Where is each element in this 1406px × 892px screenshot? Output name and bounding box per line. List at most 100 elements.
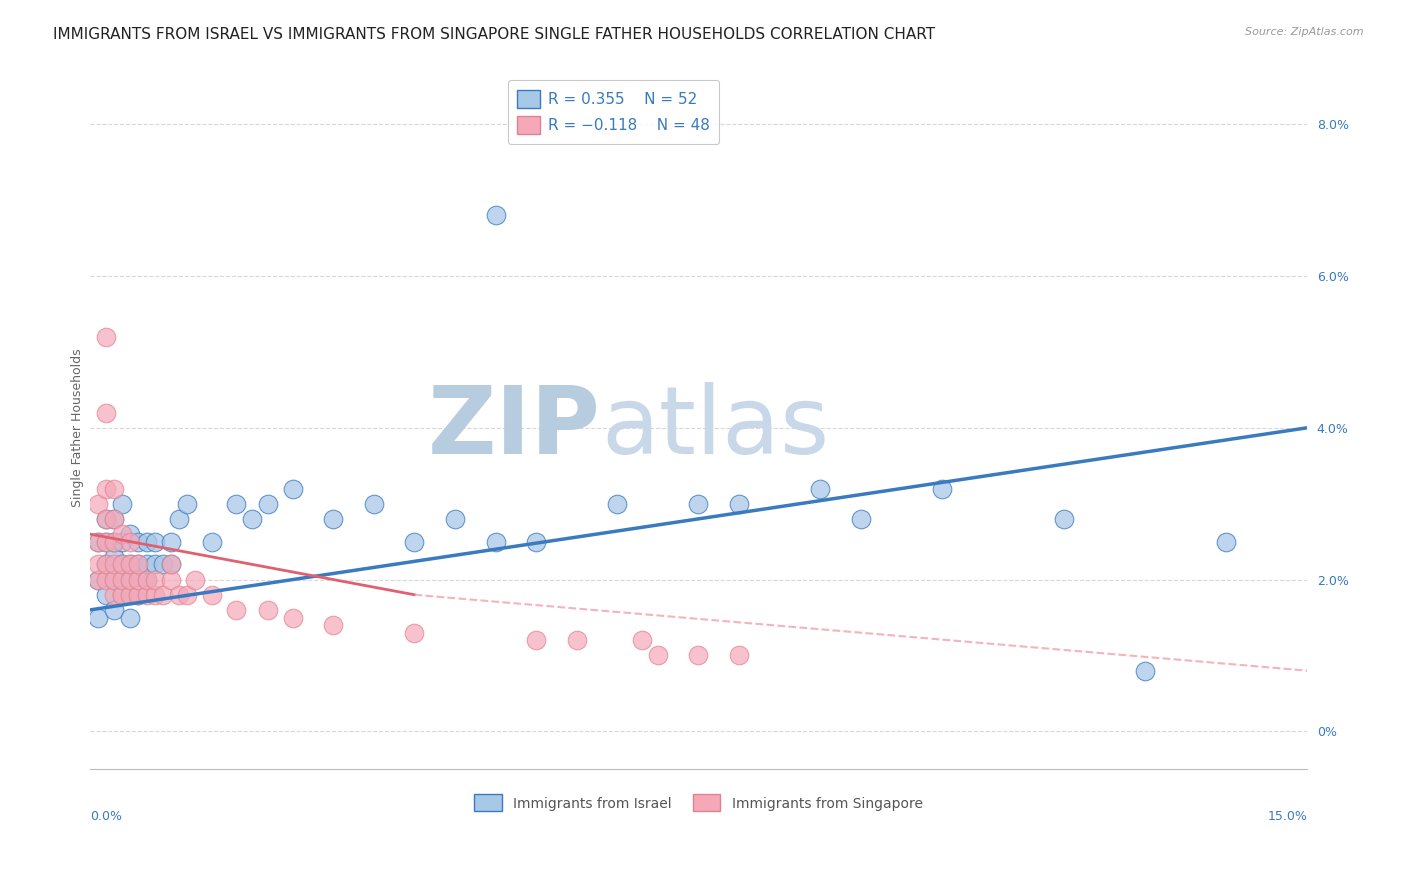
Point — [160, 534, 183, 549]
Point — [176, 588, 198, 602]
Point — [87, 497, 110, 511]
Point — [808, 482, 831, 496]
Point — [444, 512, 467, 526]
Point — [1133, 664, 1156, 678]
Point — [127, 534, 149, 549]
Point — [111, 573, 134, 587]
Point — [200, 534, 222, 549]
Point — [322, 512, 344, 526]
Point — [127, 588, 149, 602]
Point — [135, 573, 157, 587]
Point — [127, 573, 149, 587]
Point — [120, 573, 142, 587]
Point — [143, 588, 166, 602]
Text: IMMIGRANTS FROM ISRAEL VS IMMIGRANTS FROM SINGAPORE SINGLE FATHER HOUSEHOLDS COR: IMMIGRANTS FROM ISRAEL VS IMMIGRANTS FRO… — [53, 27, 935, 42]
Point — [103, 512, 125, 526]
Point — [103, 558, 125, 572]
Legend: Immigrants from Israel, Immigrants from Singapore: Immigrants from Israel, Immigrants from … — [468, 789, 928, 817]
Text: ZIP: ZIP — [429, 382, 600, 474]
Point — [103, 482, 125, 496]
Point — [135, 534, 157, 549]
Point — [94, 512, 117, 526]
Point — [225, 497, 247, 511]
Point — [103, 512, 125, 526]
Point — [167, 512, 190, 526]
Point — [240, 512, 263, 526]
Point — [1052, 512, 1074, 526]
Point — [127, 558, 149, 572]
Point — [94, 558, 117, 572]
Point — [606, 497, 628, 511]
Point — [184, 573, 207, 587]
Y-axis label: Single Father Households: Single Father Households — [72, 349, 84, 508]
Point — [200, 588, 222, 602]
Point — [103, 588, 125, 602]
Point — [524, 633, 547, 648]
Point — [281, 482, 304, 496]
Point — [94, 534, 117, 549]
Point — [111, 588, 134, 602]
Point — [94, 406, 117, 420]
Point — [152, 558, 174, 572]
Text: atlas: atlas — [600, 382, 830, 474]
Point — [363, 497, 385, 511]
Text: 0.0%: 0.0% — [90, 810, 122, 823]
Point — [688, 648, 710, 663]
Point — [1215, 534, 1237, 549]
Point — [87, 534, 110, 549]
Point — [127, 558, 149, 572]
Point — [120, 573, 142, 587]
Point — [176, 497, 198, 511]
Point — [728, 497, 751, 511]
Point — [111, 534, 134, 549]
Point — [143, 534, 166, 549]
Point — [484, 534, 506, 549]
Point — [143, 573, 166, 587]
Point — [135, 588, 157, 602]
Point — [120, 610, 142, 624]
Point — [524, 534, 547, 549]
Point — [87, 573, 110, 587]
Point — [120, 534, 142, 549]
Point — [103, 534, 125, 549]
Text: 15.0%: 15.0% — [1267, 810, 1308, 823]
Point — [160, 558, 183, 572]
Point — [120, 588, 142, 602]
Point — [160, 573, 183, 587]
Point — [94, 573, 117, 587]
Point — [127, 588, 149, 602]
Point — [103, 534, 125, 549]
Point — [94, 534, 117, 549]
Point — [87, 558, 110, 572]
Point — [257, 497, 280, 511]
Point — [404, 625, 426, 640]
Point — [87, 610, 110, 624]
Point — [225, 603, 247, 617]
Text: Source: ZipAtlas.com: Source: ZipAtlas.com — [1246, 27, 1364, 37]
Point — [120, 527, 142, 541]
Point — [94, 558, 117, 572]
Point — [111, 527, 134, 541]
Point — [565, 633, 588, 648]
Point — [404, 534, 426, 549]
Point — [160, 558, 183, 572]
Point — [257, 603, 280, 617]
Point — [103, 603, 125, 617]
Point — [322, 618, 344, 632]
Point — [87, 573, 110, 587]
Point — [103, 573, 125, 587]
Point — [94, 330, 117, 344]
Point — [849, 512, 872, 526]
Point — [120, 558, 142, 572]
Point — [111, 558, 134, 572]
Point — [931, 482, 953, 496]
Point — [135, 573, 157, 587]
Point — [143, 558, 166, 572]
Point — [647, 648, 669, 663]
Point — [688, 497, 710, 511]
Point — [281, 610, 304, 624]
Point — [167, 588, 190, 602]
Point — [120, 558, 142, 572]
Point — [630, 633, 652, 648]
Point — [111, 497, 134, 511]
